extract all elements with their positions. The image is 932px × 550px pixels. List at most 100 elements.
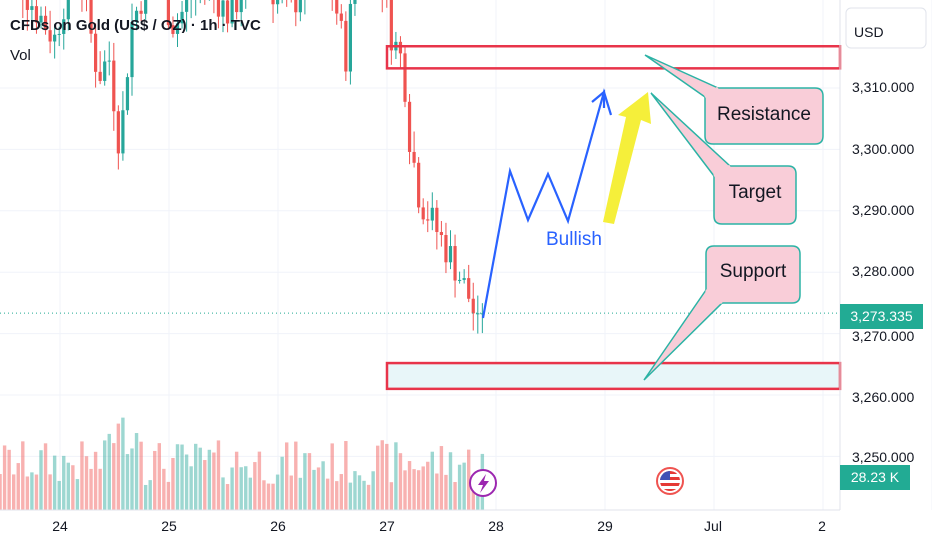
candle-body: [125, 77, 130, 111]
candle-body: [298, 0, 302, 13]
volume-bar: [289, 475, 293, 510]
candle-body: [134, 10, 139, 22]
volume-bar: [84, 456, 89, 510]
currency-box[interactable]: [845, 7, 927, 49]
volume-bar: [421, 466, 425, 510]
support-zone[interactable]: [385, 361, 842, 391]
x-tick-label: Jul: [704, 518, 722, 534]
volume-bar: [467, 449, 471, 510]
volume-bar: [298, 477, 303, 510]
y-tick-label: 3,270.000: [852, 328, 915, 344]
volume-bar: [175, 444, 180, 510]
y-tick-label: 3,300.000: [852, 141, 915, 157]
y-tick-label: 3,290.000: [852, 202, 915, 218]
volume-bar: [376, 445, 380, 510]
yellow-arrow[interactable]: [603, 92, 651, 224]
candle-body: [239, 0, 243, 13]
last-price-badge: 3,273.335: [840, 304, 923, 329]
volume-bar: [166, 481, 171, 510]
candle-body: [398, 41, 403, 54]
volume-bars: [0, 417, 485, 510]
candle-body: [98, 71, 102, 81]
resistance-zone[interactable]: [385, 44, 842, 70]
candle-body: [225, 0, 230, 24]
candle-body: [185, 0, 189, 12]
volume-bar: [98, 468, 102, 510]
volume-bar: [57, 480, 61, 510]
volume-bar: [362, 480, 366, 510]
support-callout-text: Support: [719, 261, 787, 282]
volume-value-badge: 28.23 K: [840, 465, 910, 490]
volume-bar: [262, 480, 266, 510]
volume-bar: [171, 457, 175, 510]
volume-bar: [430, 451, 434, 510]
volume-bar: [139, 441, 143, 510]
volume-bar: [344, 441, 348, 510]
candle-body: [430, 207, 434, 221]
volume-bar: [34, 474, 39, 510]
volume-bar: [371, 471, 375, 510]
volume-bar: [321, 461, 325, 510]
candle-body: [48, 30, 52, 42]
volume-bar: [239, 467, 243, 510]
candle-body: [271, 0, 275, 5]
volume-bar: [294, 441, 298, 510]
volume-bar: [444, 474, 448, 510]
volume-bar: [30, 472, 34, 510]
lightning-icon[interactable]: [469, 469, 497, 497]
x-tick-label: 29: [597, 518, 613, 534]
volume-bar: [307, 453, 312, 510]
candle-body: [116, 111, 120, 154]
candle-body: [216, 0, 221, 17]
candle-body: [103, 61, 107, 81]
volume-bar: [207, 449, 212, 510]
volume-bar: [357, 475, 362, 510]
candle-body: [112, 60, 116, 112]
volume-bar: [125, 454, 130, 510]
volume-bar: [116, 423, 121, 510]
volume-bar: [148, 480, 152, 510]
currency-label[interactable]: USD: [854, 24, 884, 40]
volume-bar: [403, 470, 407, 510]
candle-body: [348, 3, 352, 72]
candle-body: [403, 53, 407, 102]
x-tick-label: 25: [161, 518, 177, 534]
candle-body: [39, 15, 43, 23]
volume-bar: [130, 448, 134, 510]
volume-bar: [230, 467, 234, 510]
volume-bar: [52, 455, 57, 510]
y-tick-label: 3,280.000: [852, 263, 915, 279]
volume-bar: [353, 471, 357, 510]
bullish-projection-path[interactable]: [481, 88, 613, 319]
candle-body: [53, 34, 57, 42]
candlesticks: [22, 0, 484, 334]
volume-bar: [162, 468, 166, 510]
x-tick-label: 26: [270, 518, 286, 534]
candle-body: [453, 246, 457, 281]
y-tick-label: 3,250.000: [852, 449, 915, 465]
volume-bar: [16, 463, 20, 510]
volume-bar: [280, 456, 284, 510]
volume-bar: [25, 476, 30, 510]
volume-bar: [316, 467, 321, 510]
volume-bar: [80, 441, 84, 510]
volume-bar: [221, 477, 225, 510]
volume-bar: [439, 446, 444, 510]
us-flag-icon[interactable]: [656, 467, 684, 495]
volume-bar: [143, 484, 148, 510]
x-tick-label: 27: [379, 518, 395, 534]
candle-body: [107, 60, 111, 62]
volume-bar: [416, 470, 421, 510]
volume-bar: [103, 440, 107, 510]
volume-bar: [62, 455, 66, 510]
volume-bar: [153, 450, 157, 510]
volume-bar: [2, 445, 7, 510]
volume-bar: [134, 433, 139, 510]
volume-bar: [157, 443, 161, 510]
candle-body: [426, 219, 430, 221]
candle-body: [230, 0, 234, 24]
volume-bar: [93, 451, 98, 510]
candle-body: [417, 162, 421, 208]
candle-body: [235, 0, 239, 13]
